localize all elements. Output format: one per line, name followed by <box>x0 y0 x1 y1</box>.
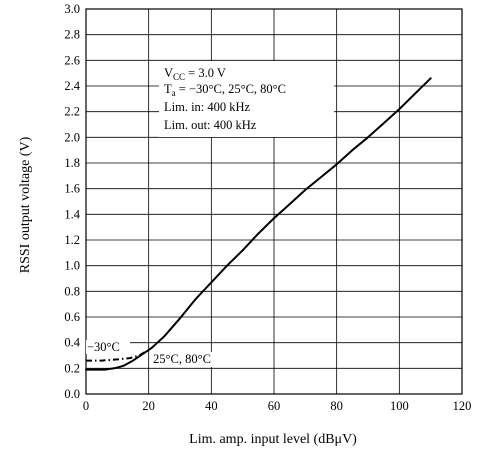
y-tick-label-6: 1.2 <box>64 233 80 247</box>
y-tick-label-0: 0.0 <box>64 387 80 401</box>
y-tick-label-9: 1.8 <box>64 156 80 170</box>
y-tick-label-8: 1.6 <box>64 182 80 196</box>
series-label-minus30: −30°C <box>87 340 120 354</box>
x-tick-label-3: 60 <box>268 399 281 413</box>
y-tick-label-12: 2.4 <box>64 79 80 93</box>
y-tick-label-2: 0.4 <box>64 336 80 350</box>
series-group <box>85 77 432 371</box>
y-tick-label-7: 1.4 <box>64 207 80 221</box>
x-tick-label-1: 20 <box>142 399 155 413</box>
label-bg-minus30 <box>86 340 130 354</box>
series-label-25-80: 25°C, 80°C <box>153 352 211 366</box>
y-axis-title: RSSI output voltage (V) <box>18 136 33 273</box>
x-axis-title: Lim. amp. input level (dBμV) <box>189 432 357 447</box>
condition-lim-in: Lim. in: 400 kHz <box>164 100 251 114</box>
condition-vcc: VCC = 3.0 V <box>164 66 226 82</box>
conditions-box <box>159 61 334 137</box>
x-tick-label-6: 120 <box>453 399 472 413</box>
y-tick-label-3: 0.6 <box>64 310 80 324</box>
series-line-0 <box>85 77 432 371</box>
y-tick-label-11: 2.2 <box>64 105 80 119</box>
y-tick-label-10: 2.0 <box>64 130 80 144</box>
y-tick-label-15: 3.0 <box>64 2 80 16</box>
condition-ta: Ta = −30°C, 25°C, 80°C <box>164 82 286 98</box>
condition-lim-out: Lim. out: 400 kHz <box>164 118 257 132</box>
y-tick-label-5: 1.0 <box>64 259 80 273</box>
series-line-1 <box>86 350 147 362</box>
y-tick-label-1: 0.2 <box>64 361 80 375</box>
x-tick-label-4: 80 <box>330 399 343 413</box>
plot-frame <box>85 8 463 395</box>
label-bg-25-80 <box>150 352 230 367</box>
y-tick-label-4: 0.8 <box>64 284 80 298</box>
y-tick-label-14: 2.8 <box>64 28 80 42</box>
x-tick-label-2: 40 <box>205 399 218 413</box>
x-tick-labels: 0 20 40 60 80 100 120 <box>83 399 472 413</box>
y-tick-label-13: 2.6 <box>64 53 80 67</box>
y-tick-labels: 0.0 0.2 0.4 0.6 0.8 1.0 1.2 1.4 1.6 1.8 2.0 2.2 2.4 2… <box>64 2 80 401</box>
x-tick-label-0: 0 <box>83 399 89 413</box>
x-tick-label-5: 100 <box>390 399 409 413</box>
